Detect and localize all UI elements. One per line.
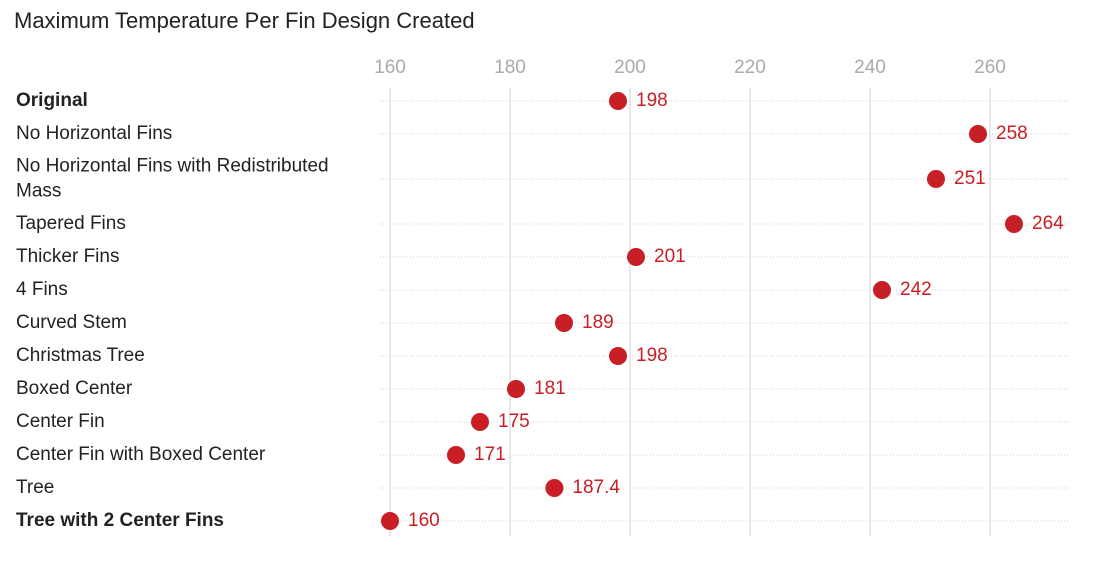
dot [381,512,399,530]
label-line: No Horizontal Fins with Redistributed [16,156,329,177]
value-label: 171 [474,444,506,465]
x-tick-label: 160 [374,57,406,78]
dot [873,281,891,299]
category-label: No Horizontal Fins with Redistributed Mas… [16,156,329,202]
value-label: 175 [498,411,530,432]
value-label: 258 [996,123,1028,144]
chart-title: Maximum Temperature Per Fin Design Creat… [14,8,475,33]
category-label: Center Fin [16,411,105,432]
dot [969,125,987,143]
rows: Original No Horizontal Fins No Horizontal … [16,90,1068,531]
dot [447,446,465,464]
category-label: Thicker Fins [16,246,119,267]
dot [1005,215,1023,233]
grid: 160 180 200 220 240 260 [374,57,1006,536]
dot [507,380,525,398]
category-label: Boxed Center [16,378,133,399]
value-label: 242 [900,279,932,300]
dot [927,170,945,188]
dot [609,92,627,110]
value-label: 201 [654,246,686,267]
value-label: 251 [954,168,986,189]
value-label: 187.4 [572,477,620,498]
x-tick-label: 260 [974,57,1006,78]
category-label: Christmas Tree [16,345,145,366]
dot [627,248,645,266]
category-label: 4 Fins [16,279,68,300]
label-line: Mass [16,181,61,202]
dot [471,413,489,431]
x-tick-label: 200 [614,57,646,78]
category-label: Tree [16,477,54,498]
dot [555,314,573,332]
dot [609,347,627,365]
category-label: Tapered Fins [16,213,126,234]
x-tick-label: 180 [494,57,526,78]
category-label: Center Fin with Boxed Center [16,444,266,465]
category-label: Curved Stem [16,312,127,333]
dot [545,479,564,497]
value-label: 198 [636,345,668,366]
value-label: 264 [1032,213,1064,234]
category-label: Tree with 2 Center Fins [16,510,224,531]
value-label: 160 [408,510,440,531]
value-label: 189 [582,312,614,333]
value-label: 198 [636,90,668,111]
category-label: Original [16,90,88,111]
x-tick-label: 240 [854,57,886,78]
x-tick-label: 220 [734,57,766,78]
category-label: No Horizontal Fins [16,123,172,144]
value-label: 181 [534,378,566,399]
